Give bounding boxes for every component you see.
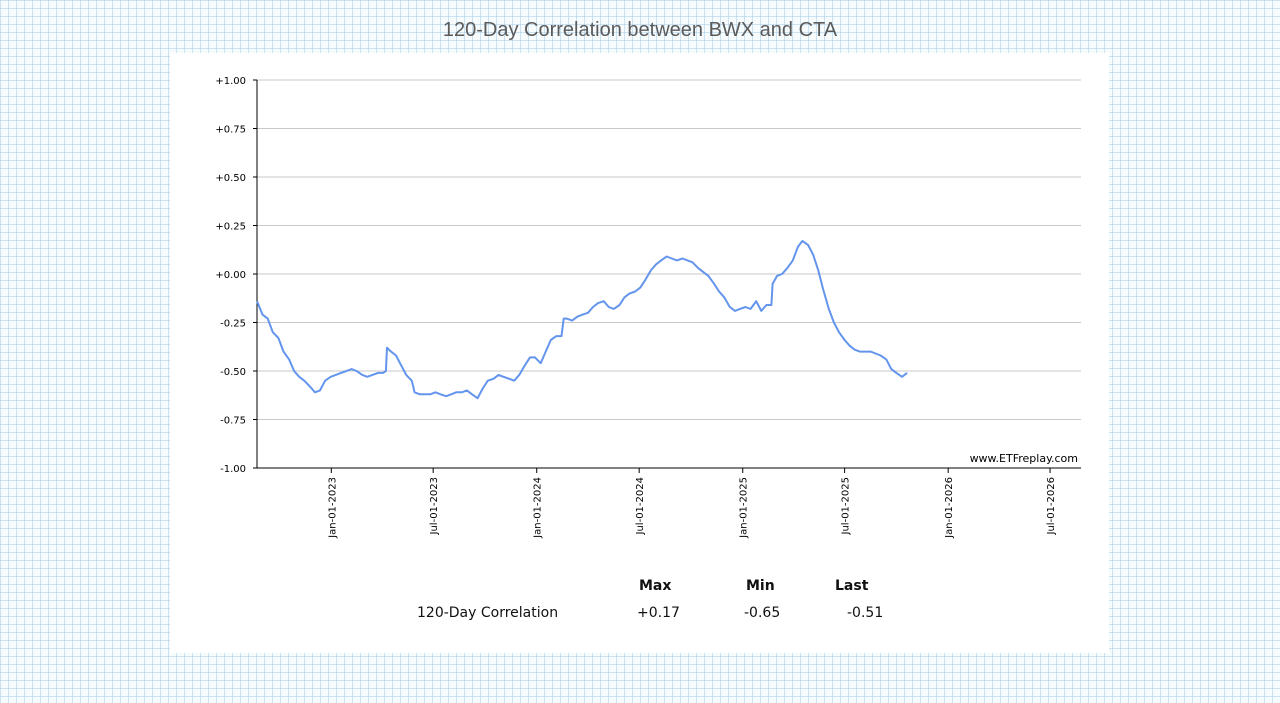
y-tick-label: +0.25 bbox=[215, 222, 246, 233]
x-tick-label: Jan-01-2025 bbox=[739, 477, 750, 539]
correlation-series-line bbox=[256, 240, 908, 400]
x-tick-label: Jul-01-2026 bbox=[1046, 477, 1057, 535]
y-tick-label: -1.00 bbox=[220, 464, 246, 475]
watermark-text: www.ETFreplay.com bbox=[970, 452, 1078, 465]
x-tick-label: Jan-01-2026 bbox=[944, 477, 955, 539]
correlation-line-chart: -1.00 -0.75 -0.50 -0.25 +0.00 +0.25 +0.50 +0.75… bbox=[215, 76, 1081, 539]
page-title: 120-Day Correlation between BWX and CTA bbox=[442, 19, 838, 41]
y-tick-label: +0.75 bbox=[215, 125, 246, 136]
x-tick-label: Jan-01-2023 bbox=[327, 477, 338, 539]
y-tick-label: +0.00 bbox=[215, 270, 246, 281]
x-tick-label: Jul-01-2024 bbox=[635, 477, 646, 535]
y-tick-label: +0.50 bbox=[215, 173, 246, 184]
y-tick-label: -0.50 bbox=[220, 367, 246, 378]
chart-panel: -1.00 -0.75 -0.50 -0.25 +0.00 +0.25 +0.50 +0.75… bbox=[170, 53, 1109, 653]
y-tick-label: -0.75 bbox=[220, 416, 246, 427]
x-tick-label: Jul-01-2023 bbox=[429, 477, 440, 535]
y-tick-label: -0.25 bbox=[220, 319, 246, 330]
x-tick-label: Jan-01-2024 bbox=[533, 477, 544, 539]
x-tick-label: Jul-01-2025 bbox=[841, 477, 852, 535]
y-tick-label: +1.00 bbox=[215, 76, 246, 87]
